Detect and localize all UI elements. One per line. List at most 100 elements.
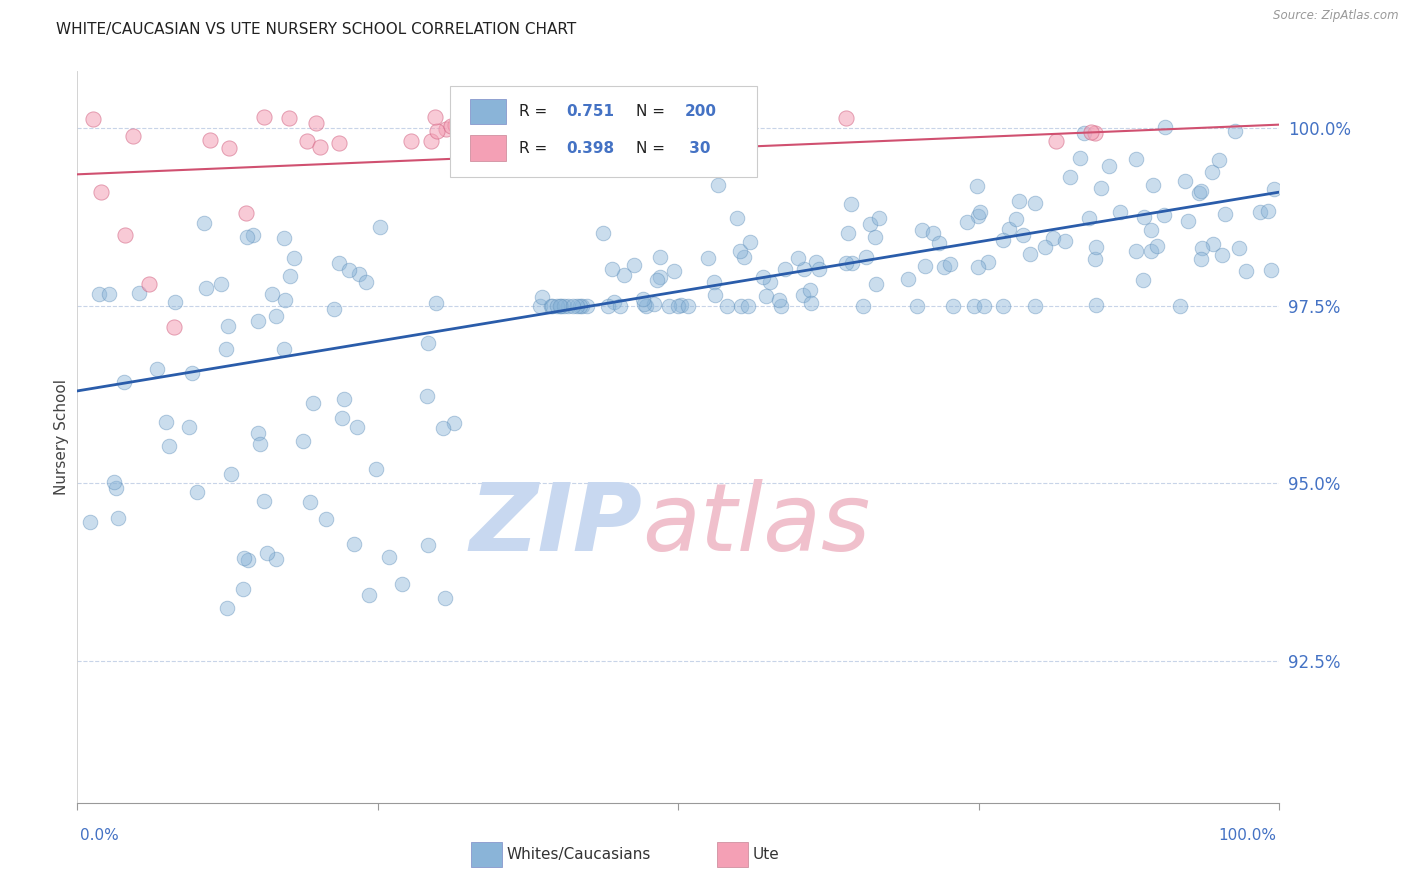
Point bbox=[262, 287, 284, 301]
Text: WHITE/CAUCASIAN VS UTE NURSERY SCHOOL CORRELATION CHART: WHITE/CAUCASIAN VS UTE NURSERY SCHOOL CO… bbox=[56, 22, 576, 37]
Point bbox=[792, 288, 814, 302]
Text: R =: R = bbox=[519, 104, 551, 120]
Point bbox=[105, 481, 128, 495]
Point bbox=[714, 110, 737, 124]
Point bbox=[145, 362, 167, 376]
Point bbox=[155, 415, 177, 429]
Point bbox=[650, 250, 672, 264]
Point bbox=[423, 110, 446, 124]
Point bbox=[87, 287, 110, 301]
Point bbox=[236, 229, 259, 244]
Point bbox=[198, 133, 221, 147]
Point bbox=[444, 118, 467, 132]
Point bbox=[921, 226, 943, 240]
Point bbox=[671, 298, 693, 312]
Point bbox=[609, 299, 631, 313]
Point bbox=[658, 299, 681, 313]
Point bbox=[323, 301, 346, 316]
Point bbox=[808, 261, 831, 276]
Point bbox=[1208, 153, 1230, 168]
Point bbox=[443, 416, 465, 430]
Point bbox=[562, 299, 585, 313]
Point bbox=[1191, 241, 1213, 255]
Point bbox=[839, 197, 862, 211]
Point bbox=[865, 277, 887, 291]
Point bbox=[550, 299, 572, 313]
Point bbox=[264, 309, 287, 323]
Text: ZIP: ZIP bbox=[470, 479, 643, 571]
Point bbox=[246, 425, 269, 440]
Point bbox=[1090, 180, 1112, 194]
Text: Ute: Ute bbox=[752, 847, 779, 862]
Text: 0.0%: 0.0% bbox=[80, 828, 120, 843]
Point bbox=[181, 366, 204, 380]
Point bbox=[418, 335, 440, 350]
Point bbox=[1168, 299, 1191, 313]
Point bbox=[165, 294, 187, 309]
Point bbox=[569, 299, 592, 313]
Point bbox=[242, 228, 264, 243]
Point bbox=[337, 263, 360, 277]
Point bbox=[420, 135, 443, 149]
Point bbox=[1045, 134, 1067, 148]
Point bbox=[852, 299, 875, 313]
Point bbox=[418, 538, 440, 552]
Point bbox=[643, 296, 665, 310]
Point bbox=[1257, 203, 1279, 218]
Point bbox=[79, 515, 101, 529]
Point bbox=[434, 121, 457, 136]
Point bbox=[122, 129, 145, 144]
Point bbox=[1249, 204, 1271, 219]
Point bbox=[252, 110, 274, 124]
Point bbox=[546, 299, 568, 313]
Point bbox=[1234, 264, 1257, 278]
Point bbox=[993, 299, 1015, 313]
Point bbox=[235, 206, 257, 220]
Point bbox=[378, 549, 401, 564]
Point bbox=[215, 342, 238, 356]
Point bbox=[676, 299, 699, 313]
Point bbox=[1098, 159, 1121, 173]
Point bbox=[1073, 127, 1095, 141]
Point bbox=[728, 244, 751, 259]
Point bbox=[364, 462, 387, 476]
Point bbox=[905, 299, 928, 313]
Point bbox=[541, 299, 564, 313]
Point bbox=[439, 120, 461, 134]
Point bbox=[90, 185, 112, 199]
Point bbox=[82, 112, 104, 126]
Point bbox=[1146, 239, 1168, 253]
Point bbox=[837, 226, 859, 240]
Text: N =: N = bbox=[637, 141, 671, 156]
Point bbox=[399, 134, 422, 148]
Point bbox=[664, 264, 686, 278]
Point bbox=[835, 255, 858, 269]
Point bbox=[759, 275, 782, 289]
Point bbox=[799, 283, 821, 297]
Point bbox=[725, 211, 748, 226]
Point bbox=[1260, 263, 1282, 277]
Point bbox=[425, 296, 447, 310]
Point bbox=[209, 277, 232, 292]
Point bbox=[247, 314, 270, 328]
FancyBboxPatch shape bbox=[471, 99, 506, 124]
Point bbox=[232, 582, 254, 596]
Point bbox=[835, 111, 858, 125]
Point bbox=[1042, 231, 1064, 245]
Point bbox=[1125, 244, 1147, 259]
Point bbox=[863, 230, 886, 244]
Point bbox=[162, 320, 184, 334]
Point bbox=[966, 178, 988, 193]
Point bbox=[1008, 194, 1031, 208]
Point bbox=[1225, 123, 1247, 137]
Point bbox=[571, 299, 593, 313]
Text: atlas: atlas bbox=[643, 479, 870, 570]
Point bbox=[295, 134, 318, 148]
Point bbox=[1188, 186, 1211, 200]
Point bbox=[733, 250, 755, 264]
Point bbox=[967, 260, 990, 274]
Point bbox=[432, 421, 454, 435]
Point bbox=[897, 272, 920, 286]
Point bbox=[193, 216, 215, 230]
Point bbox=[804, 255, 827, 269]
